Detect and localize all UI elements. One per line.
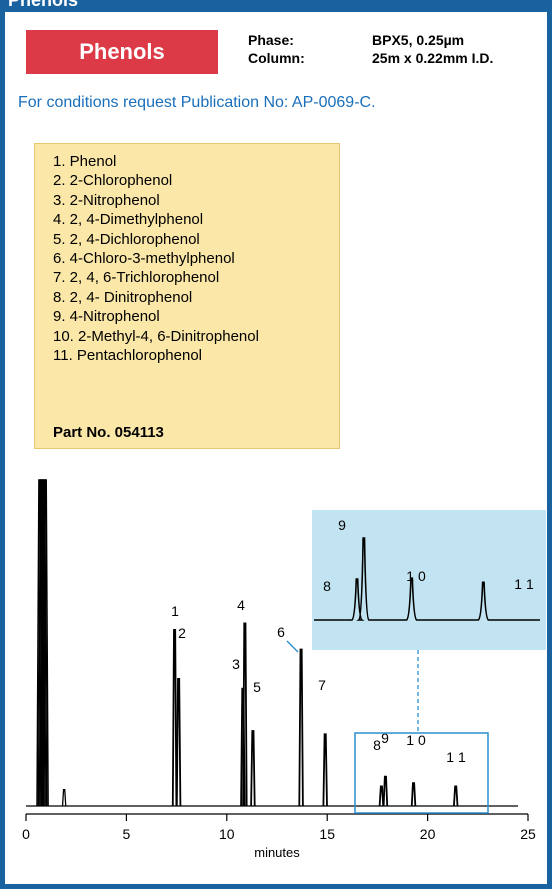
x-tick-label: 25 <box>520 826 536 842</box>
inset-peak-label: 8 <box>323 578 331 594</box>
peak-4 <box>242 622 248 807</box>
solvent-peak <box>42 479 49 807</box>
compound-item: 3. 2-Nitrophenol <box>53 191 160 209</box>
peak-label: 2 <box>178 625 186 641</box>
x-tick-label: 15 <box>319 826 335 842</box>
peak-1 <box>171 629 178 807</box>
compound-item: 8. 2, 4- Dinitrophenol <box>53 288 193 306</box>
peak-6 <box>298 648 304 807</box>
peak-8 <box>378 785 385 807</box>
peak-5 <box>250 730 256 807</box>
minor-peak <box>61 789 67 807</box>
x-tick-label: 20 <box>420 826 436 842</box>
part-number: Part No. 054113 <box>53 424 164 441</box>
x-tick-label: 0 <box>22 826 30 842</box>
peak-6-leader <box>286 640 299 653</box>
solvent-peak <box>40 479 48 807</box>
compound-item: 1. Phenol <box>53 153 117 170</box>
compound-item: 4. 2, 4-Dimethylphenol <box>53 211 204 229</box>
compound-class-badge: Phenols <box>26 30 218 74</box>
peak-label: 4 <box>237 597 245 613</box>
inset-peak-label: 1 0 <box>406 568 426 584</box>
peak-label: 3 <box>232 656 240 672</box>
zoom-region-box <box>354 732 489 814</box>
peak-11 <box>453 785 459 807</box>
peak-9 <box>382 775 389 807</box>
compound-item: 5. 2, 4-Dichlorophenol <box>53 230 200 248</box>
inset-peak-label: 9 <box>338 517 346 533</box>
conditions-note: For conditions request Publication No: A… <box>18 94 376 111</box>
spec-phase-value: BPX5, 0.25µm <box>372 32 465 48</box>
peak-label: 1 0 <box>406 732 426 748</box>
compound-legend: 1. Phenol 2. 2-Chlorophenol 3. 2-Nitroph… <box>34 143 340 449</box>
compound-item: 6. 4-Chloro-3-methylphenol <box>53 250 235 268</box>
spec-phase-key: Phase: <box>248 32 294 48</box>
x-tick-label: 5 <box>123 826 131 842</box>
compound-item: 10. 2-Methyl-4, 6-Dinitrophenol <box>53 327 259 345</box>
inset-peak-label: 1 1 <box>514 576 534 592</box>
peak-7 <box>322 733 328 807</box>
top-banner: Phenols <box>0 0 552 12</box>
compound-list: 1. Phenol 2. 2-Chlorophenol 3. 2-Nitroph… <box>53 152 259 365</box>
compound-item: 2. 2-Chlorophenol <box>53 172 173 190</box>
spec-column-key: Column: <box>248 50 305 66</box>
peak-label: 7 <box>318 677 326 693</box>
peak-label: 8 <box>373 737 381 753</box>
x-tick-label: 10 <box>219 826 235 842</box>
inset-trace <box>314 537 540 621</box>
banner-title: Phenols <box>8 0 79 10</box>
peak-10 <box>410 782 417 807</box>
compound-item: 9. 4-Nitrophenol <box>53 308 160 326</box>
spec-column-value: 25m x 0.22mm I.D. <box>372 50 494 66</box>
compound-item: 7. 2, 4, 6-Trichlorophenol <box>53 269 220 287</box>
peak-label: 9 <box>381 730 389 746</box>
compound-item: 11. Pentachlorophenol <box>53 347 203 365</box>
inset-panel <box>312 510 546 650</box>
peak-label: 1 <box>171 603 179 619</box>
peak-label: 6 <box>277 624 285 640</box>
peak-label: 1 1 <box>446 749 466 765</box>
peak-label: 5 <box>253 679 261 695</box>
x-axis-label: minutes <box>254 845 300 860</box>
peak-2 <box>175 677 182 807</box>
